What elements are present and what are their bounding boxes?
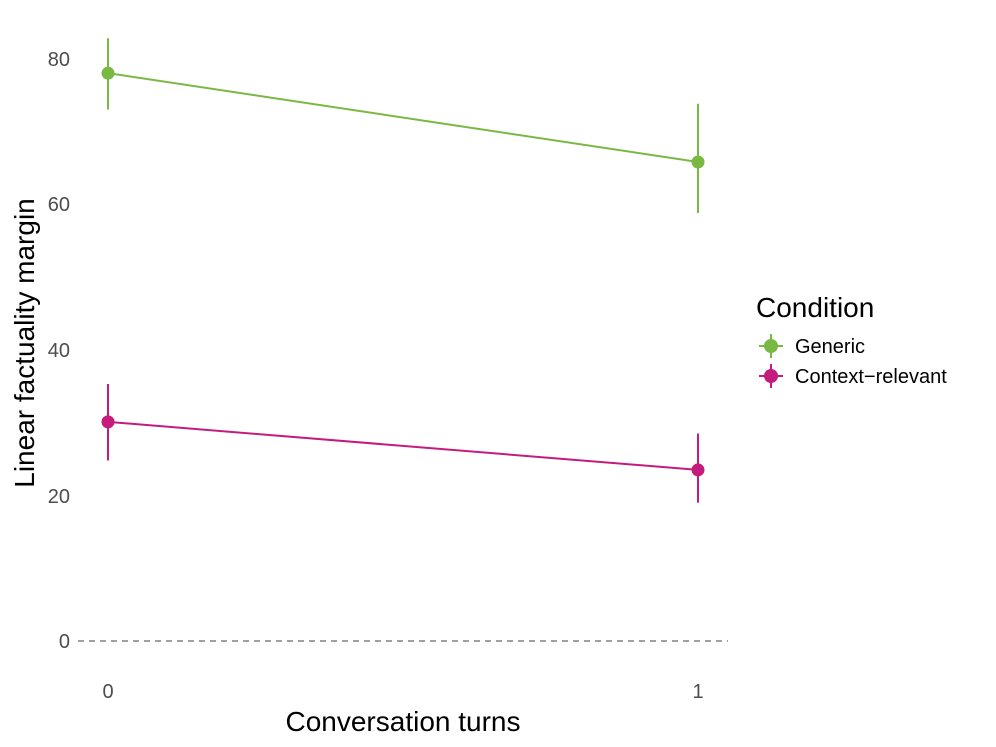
legend-item-context-relevant: Context−relevant <box>759 364 947 388</box>
x-axis: 0 1 <box>102 681 703 703</box>
y-tick-label: 40 <box>48 340 70 362</box>
y-tick-label: 80 <box>48 49 70 71</box>
legend-title: Condition <box>756 292 874 323</box>
legend-label: Context−relevant <box>795 366 947 388</box>
x-tick-label: 0 <box>102 681 113 703</box>
series-group <box>101 384 705 503</box>
legend-label: Generic <box>795 336 865 358</box>
legend-key-point <box>764 339 778 353</box>
series-line <box>107 72 699 163</box>
y-tick-label: 0 <box>59 631 70 653</box>
data-point <box>101 66 115 80</box>
y-axis: 0 20 40 60 80 <box>48 49 70 653</box>
series-group <box>101 38 705 213</box>
data-point <box>691 463 705 477</box>
plot-series <box>101 38 705 503</box>
data-point <box>691 155 705 169</box>
y-tick-label: 20 <box>48 486 70 508</box>
legend: Condition Generic Context−relevant <box>756 292 947 388</box>
y-axis-title: Linear factuality margin <box>9 198 40 487</box>
data-point <box>101 415 115 429</box>
y-tick-label: 60 <box>48 194 70 216</box>
x-axis-title: Conversation turns <box>285 706 520 737</box>
legend-key-point <box>764 369 778 383</box>
legend-item-generic: Generic <box>759 334 865 358</box>
series-line <box>107 420 699 471</box>
x-tick-label: 1 <box>692 681 703 703</box>
